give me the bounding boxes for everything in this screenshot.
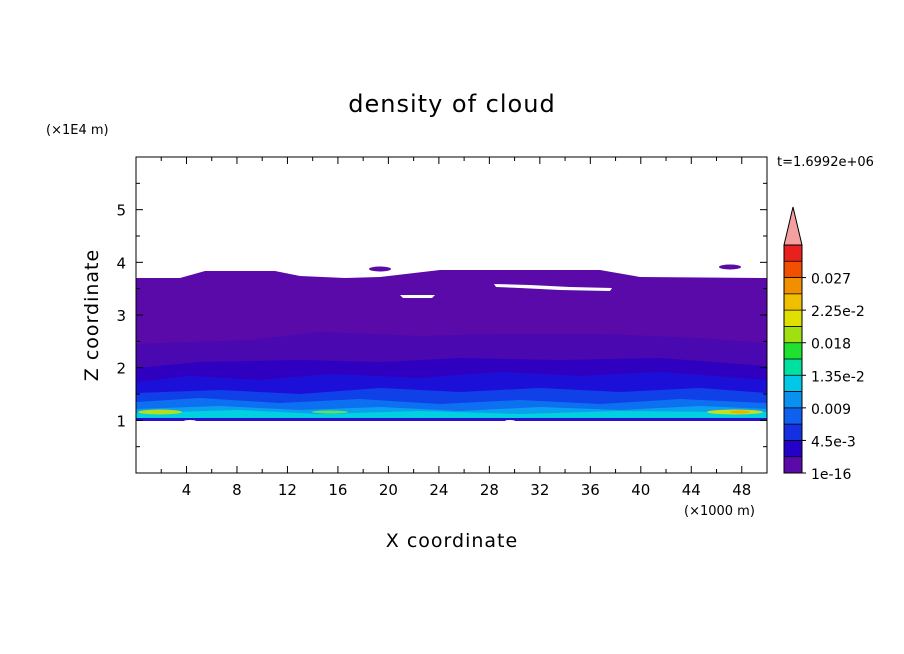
colorbar-label: 0.027 (811, 272, 851, 288)
colorbar (783, 206, 803, 474)
x-tick-label: 36 (581, 481, 600, 499)
x-tick-label: 48 (732, 481, 751, 499)
x-tick-label: 32 (530, 481, 549, 499)
hotspot-mid (312, 410, 348, 414)
band-7 (136, 418, 767, 421)
colorbar-swatch (784, 456, 802, 473)
colorbar-swatch (784, 310, 802, 327)
colorbar-label: 1.35e-2 (811, 369, 865, 385)
y-tick-label: 4 (116, 254, 126, 272)
colorbar-label: 1e-16 (811, 467, 851, 483)
patch-46 (719, 264, 741, 270)
y-tick-label: 1 (116, 412, 126, 430)
x-tick-label: 28 (480, 481, 499, 499)
patch-20 (369, 266, 391, 272)
x-tick-label: 40 (631, 481, 650, 499)
colorbar-swatch (784, 342, 802, 359)
x-tick-label: 44 (682, 481, 701, 499)
y-tick-label: 3 (116, 307, 126, 325)
y-axis-label: Z coordinate (81, 249, 103, 381)
colorbar-label: 2.25e-2 (811, 304, 865, 320)
hole-4 (184, 420, 196, 422)
colorbar-swatch (784, 375, 802, 392)
y-tick-label: 5 (116, 202, 126, 220)
y-unit-label: (×1E4 m) (46, 123, 109, 138)
colorbar-extend-triangle (783, 206, 803, 246)
x-tick-label: 20 (379, 481, 398, 499)
colorbar-swatch (784, 440, 802, 457)
colorbar-labels: 0.027 2.25e-2 0.018 1.35e-2 0.009 4.5e-3 1e-16 (802, 272, 865, 483)
hole-2 (494, 284, 612, 291)
x-tick-label: 16 (328, 481, 347, 499)
hole-3 (362, 271, 370, 274)
y-tick-label: 2 (116, 360, 126, 378)
colorbar-swatch (784, 261, 802, 278)
x-unit-label: (×1000 m) (684, 504, 755, 519)
x-tick-label: 12 (278, 481, 297, 499)
time-label: t=1.6992e+06 (777, 155, 874, 170)
colorbar-label: 4.5e-3 (811, 434, 856, 450)
colorbar-swatch (784, 293, 802, 311)
colorbar-swatch (784, 326, 802, 343)
x-tick-label: 8 (232, 481, 242, 499)
contour-field (136, 264, 767, 422)
hole-5 (505, 420, 515, 422)
axis-ticks (136, 157, 767, 473)
x-tick-label: 4 (182, 481, 192, 499)
colorbar-label: 0.018 (811, 337, 851, 353)
colorbar-swatch (784, 424, 802, 441)
colorbar-label: 0.009 (811, 402, 851, 418)
colorbar-swatch (784, 407, 802, 425)
colorbar-swatch (784, 359, 802, 376)
hotspot-left (138, 409, 182, 415)
colorbar-swatch (784, 245, 802, 262)
colorbar-swatch (784, 277, 802, 294)
colorbar-swatch (784, 391, 802, 408)
hotspot-right-core (730, 410, 750, 414)
x-tick-label: 24 (429, 481, 448, 499)
y-tick-labels: 1 2 3 4 5 (116, 202, 126, 431)
chart-title: density of cloud (348, 90, 555, 118)
hole-1 (400, 295, 435, 298)
x-tick-labels: 4 8 12 16 20 24 28 32 36 40 44 48 (182, 481, 752, 499)
x-axis-label: X coordinate (386, 530, 518, 552)
